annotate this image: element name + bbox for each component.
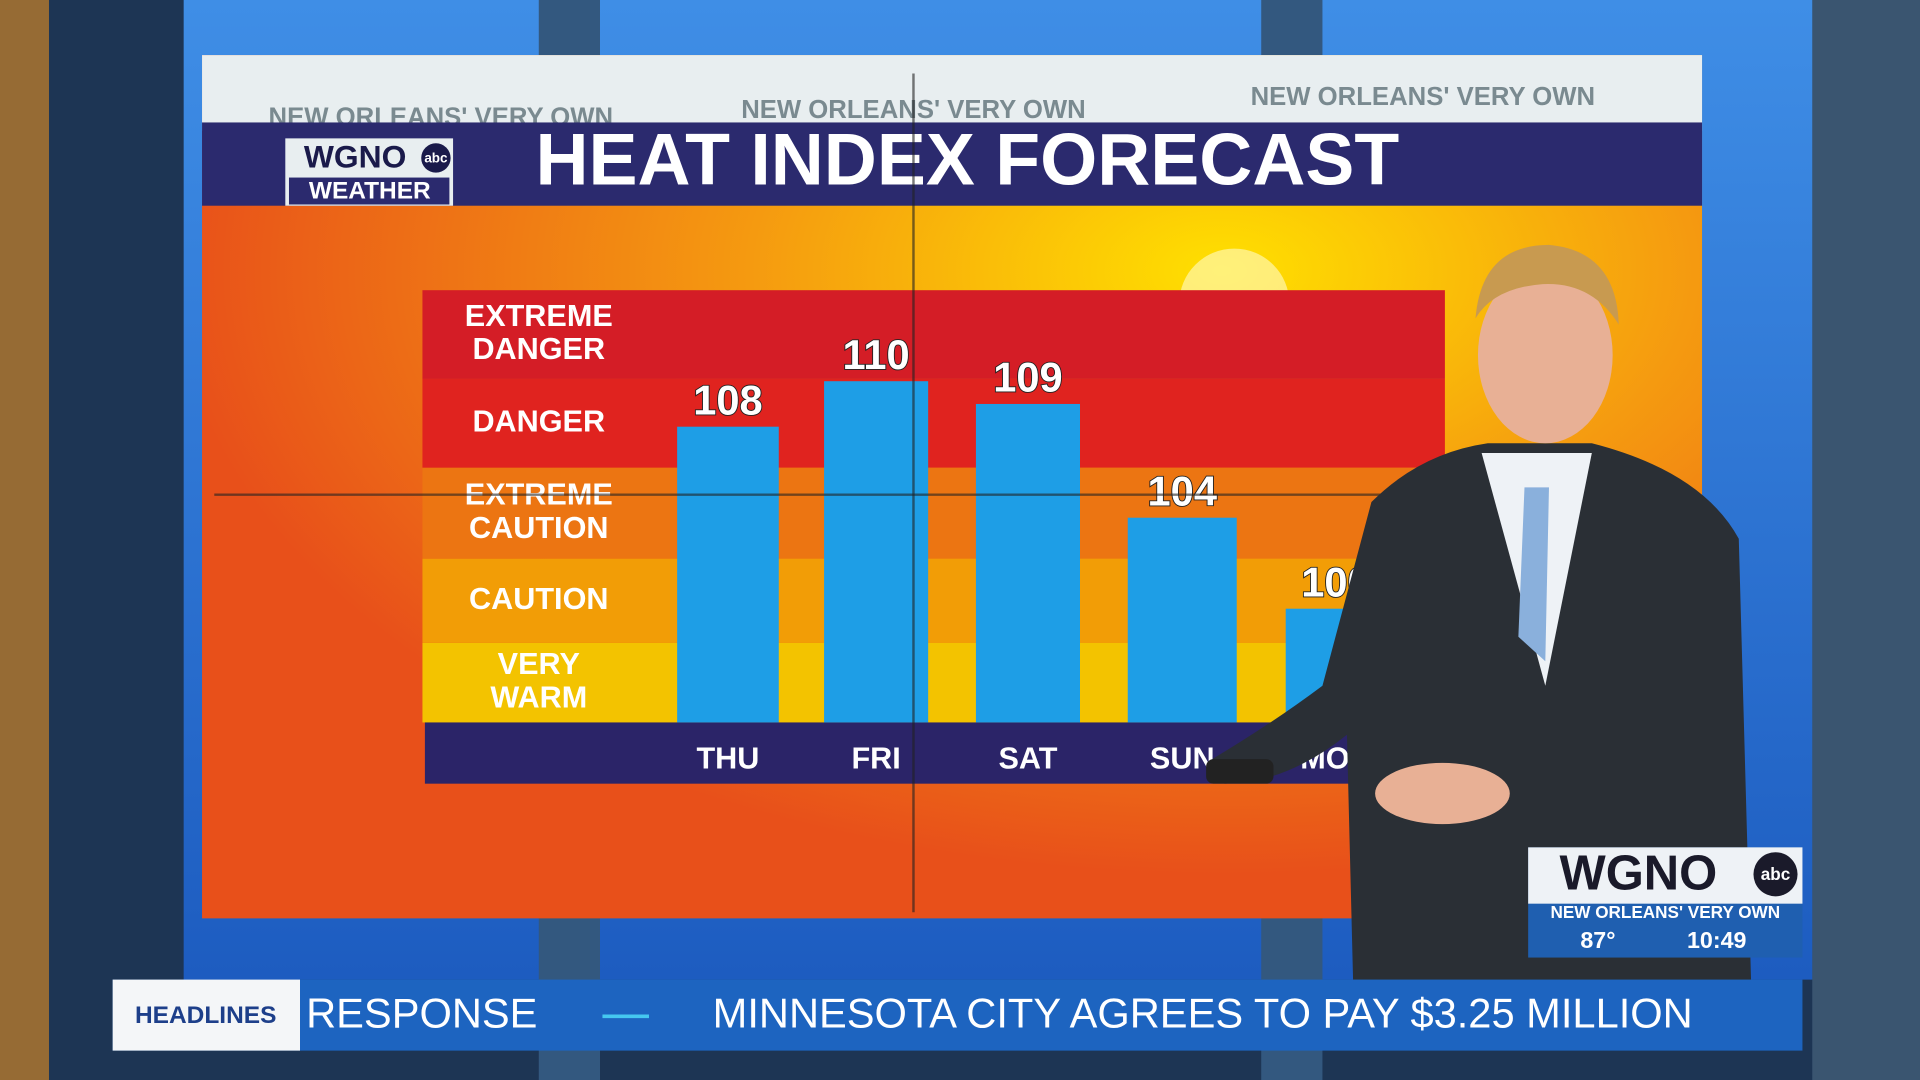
bar-value-label: 109 — [993, 354, 1062, 401]
logo-sub: WEATHER — [309, 178, 431, 205]
logo: WGNO — [304, 139, 407, 175]
bug-logo: WGNO — [1559, 847, 1717, 901]
bar-value-label: 110 — [843, 331, 910, 378]
wood-wall — [1812, 0, 1920, 1080]
ticker — [112, 979, 1803, 1051]
band-label: DANGER — [472, 332, 605, 366]
ticker-label: HEADLINES — [135, 1002, 276, 1029]
ticker-item: RESPONSE — [306, 989, 537, 1036]
bar-value-label: 104 — [1148, 467, 1217, 514]
heat-band — [422, 558, 1445, 643]
bug-tagline: NEW ORLEANS' VERY OWN — [1551, 902, 1781, 922]
band-label: CAUTION — [469, 511, 608, 545]
bug-network: abc — [1761, 864, 1791, 884]
day-label: SAT — [998, 742, 1057, 776]
tagline-strip — [202, 55, 1703, 132]
heat-band — [422, 378, 1445, 468]
bar-value-label: 108 — [693, 376, 762, 423]
heat-band — [422, 642, 1445, 723]
ticker-item: MINNESOTA CITY AGREES TO PAY $3.25 MILLI… — [713, 989, 1693, 1036]
presenter — [1206, 244, 1752, 980]
band-label: WARM — [490, 680, 587, 714]
chart-title: HEAT INDEX FORECAST — [535, 118, 1399, 201]
band-label: EXTREME — [465, 299, 613, 333]
bug-network-circle — [1753, 852, 1798, 897]
network: abc — [424, 151, 448, 166]
bar — [1127, 517, 1237, 723]
bar — [824, 381, 929, 723]
band-label: VERY — [498, 647, 580, 681]
side-light — [0, 0, 49, 1080]
bug-temperature: 87° — [1580, 927, 1615, 953]
day-label: THU — [696, 742, 759, 776]
heat-band — [422, 467, 1445, 559]
bug-time: 10:49 — [1687, 927, 1747, 953]
heat-band — [422, 290, 1445, 379]
ticker-label-box — [112, 979, 300, 1051]
tagline: NEW ORLEANS' VERY OWN — [1251, 83, 1596, 111]
logo-sub-box — [288, 177, 450, 205]
band-label: DANGER — [472, 404, 605, 438]
bar — [677, 426, 779, 723]
bar — [975, 403, 1080, 723]
band-label: CAUTION — [469, 582, 608, 616]
day-label: SUN — [1150, 742, 1215, 776]
network-circle — [421, 143, 451, 173]
day-label: FRI — [851, 742, 900, 776]
